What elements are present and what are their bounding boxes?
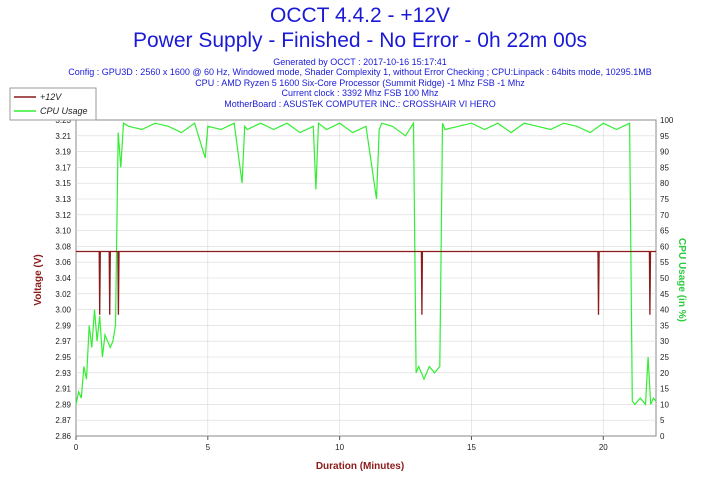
y-right-tick-label: 0 xyxy=(660,432,665,441)
x-tick-label: 5 xyxy=(206,443,211,452)
info-generated: Generated by OCCT : 2017-10-16 15:17:41 xyxy=(273,57,447,67)
series-line-12v xyxy=(76,250,656,315)
y-tick-label: 3.04 xyxy=(55,274,71,283)
x-tick-label: 10 xyxy=(335,443,344,452)
y-right-tick-label: 90 xyxy=(660,148,669,157)
y-tick-label: 2.97 xyxy=(55,337,71,346)
chart-subtitle: Power Supply - Finished - No Error - 0h … xyxy=(132,29,587,52)
y-tick-label: 3.10 xyxy=(55,227,71,236)
y-right-tick-label: 15 xyxy=(660,385,669,394)
info-cpu: CPU : AMD Ryzen 5 1600 Six-Core Processo… xyxy=(195,78,525,88)
y-right-tick-label: 20 xyxy=(660,369,669,378)
y-right-tick-label: 10 xyxy=(660,400,669,409)
info-config: Config : GPU3D : 2560 x 1600 @ 60 Hz, Wi… xyxy=(68,67,652,77)
y-tick-label: 2.93 xyxy=(55,369,71,378)
grid xyxy=(76,120,656,436)
y-right-tick-label: 25 xyxy=(660,353,669,362)
y-tick-label: 2.89 xyxy=(55,400,71,409)
y-tick-label: 3.00 xyxy=(55,306,71,315)
y-tick-label: 2.95 xyxy=(55,353,71,362)
series-group xyxy=(75,121,657,406)
y-right-tick-label: 40 xyxy=(660,306,669,315)
x-tick-label: 0 xyxy=(74,443,79,452)
legend-box xyxy=(9,87,97,121)
y-right-tick-label: 35 xyxy=(660,321,669,330)
y-tick-label: 3.21 xyxy=(55,132,71,141)
legend-label-cpu: CPU Usage xyxy=(40,106,88,116)
info-clock: Current clock : 3392 Mhz FSB 100 Mhz xyxy=(281,88,439,98)
y-right-tick-label: 65 xyxy=(660,227,669,236)
legend-label-voltage: +12V xyxy=(40,92,62,102)
y-right-tick-label: 50 xyxy=(660,274,669,283)
chart-title: OCCT 4.4.2 - +12V xyxy=(270,4,450,27)
y-tick-label: 3.02 xyxy=(55,290,71,299)
y-right-tick-label: 45 xyxy=(660,290,669,299)
y-axis-label-right: CPU Usage (in %) xyxy=(676,238,687,322)
y-tick-label: 3.08 xyxy=(55,242,71,251)
y-tick-label: 3.06 xyxy=(55,258,71,267)
y-right-tick-label: 5 xyxy=(660,416,665,425)
x-tick-label: 15 xyxy=(467,443,476,452)
y-right-tick-label: 75 xyxy=(660,195,669,204)
y-tick-label: 3.17 xyxy=(55,163,71,172)
y-right-tick-label: 85 xyxy=(660,163,669,172)
legend: +12V CPU Usage xyxy=(9,87,97,121)
y-right-tick-label: 80 xyxy=(660,179,669,188)
y-tick-label: 2.91 xyxy=(55,385,71,394)
y-right-tick-label: 70 xyxy=(660,211,669,220)
y-right-tick-label: 30 xyxy=(660,337,669,346)
y-tick-label: 3.12 xyxy=(55,211,71,220)
y-right-tick-label: 60 xyxy=(660,242,669,251)
y-axis-label: Voltage (V) xyxy=(33,254,44,305)
info-motherboard: MotherBoard : ASUSTeK COMPUTER INC.: CRO… xyxy=(224,99,496,109)
y-right-tick-label: 100 xyxy=(660,116,674,125)
y-tick-label: 3.13 xyxy=(55,195,71,204)
y-tick-label: 3.19 xyxy=(55,148,71,157)
x-axis-label: Duration (Minutes) xyxy=(316,461,404,472)
y-tick-label: 2.86 xyxy=(55,432,71,441)
y-tick-label: 2.87 xyxy=(55,416,71,425)
x-tick-label: 20 xyxy=(599,443,608,452)
y-tick-label: 2.99 xyxy=(55,321,71,330)
y-tick-label: 3.15 xyxy=(55,179,71,188)
y-right-tick-label: 55 xyxy=(660,258,669,267)
series-line-cpu-usage xyxy=(75,121,657,406)
y-right-tick-label: 95 xyxy=(660,132,669,141)
